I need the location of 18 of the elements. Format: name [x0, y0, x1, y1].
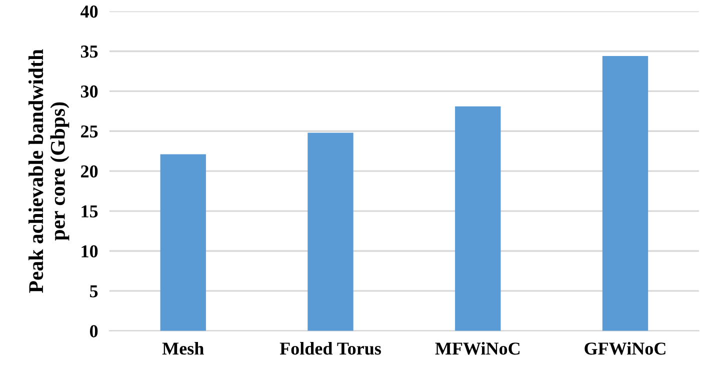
x-tick-label: Folded Torus	[280, 342, 381, 355]
y-tick-label: 5	[90, 285, 98, 298]
y-tick-label: 10	[82, 245, 98, 258]
bar	[455, 106, 501, 331]
y-tick-label: 0	[90, 325, 98, 338]
bar	[602, 56, 648, 331]
x-tick-label: Mesh	[162, 342, 204, 355]
y-axis-title: Peak achievable bandwidth per core (Gbps)	[28, 49, 70, 293]
y-tick-label: 15	[82, 205, 98, 218]
y-tick-label: 25	[81, 125, 98, 138]
x-tick-label: MFWiNoC	[435, 342, 520, 355]
y-tick-label: 35	[80, 46, 98, 58]
y-tick-label: 20	[81, 165, 98, 178]
x-tick-label: GFWiNoC	[584, 342, 666, 355]
y-tick-label: 40	[80, 6, 98, 18]
y-tick-label: 30	[80, 85, 98, 98]
bar	[308, 132, 354, 331]
bar	[160, 154, 206, 331]
